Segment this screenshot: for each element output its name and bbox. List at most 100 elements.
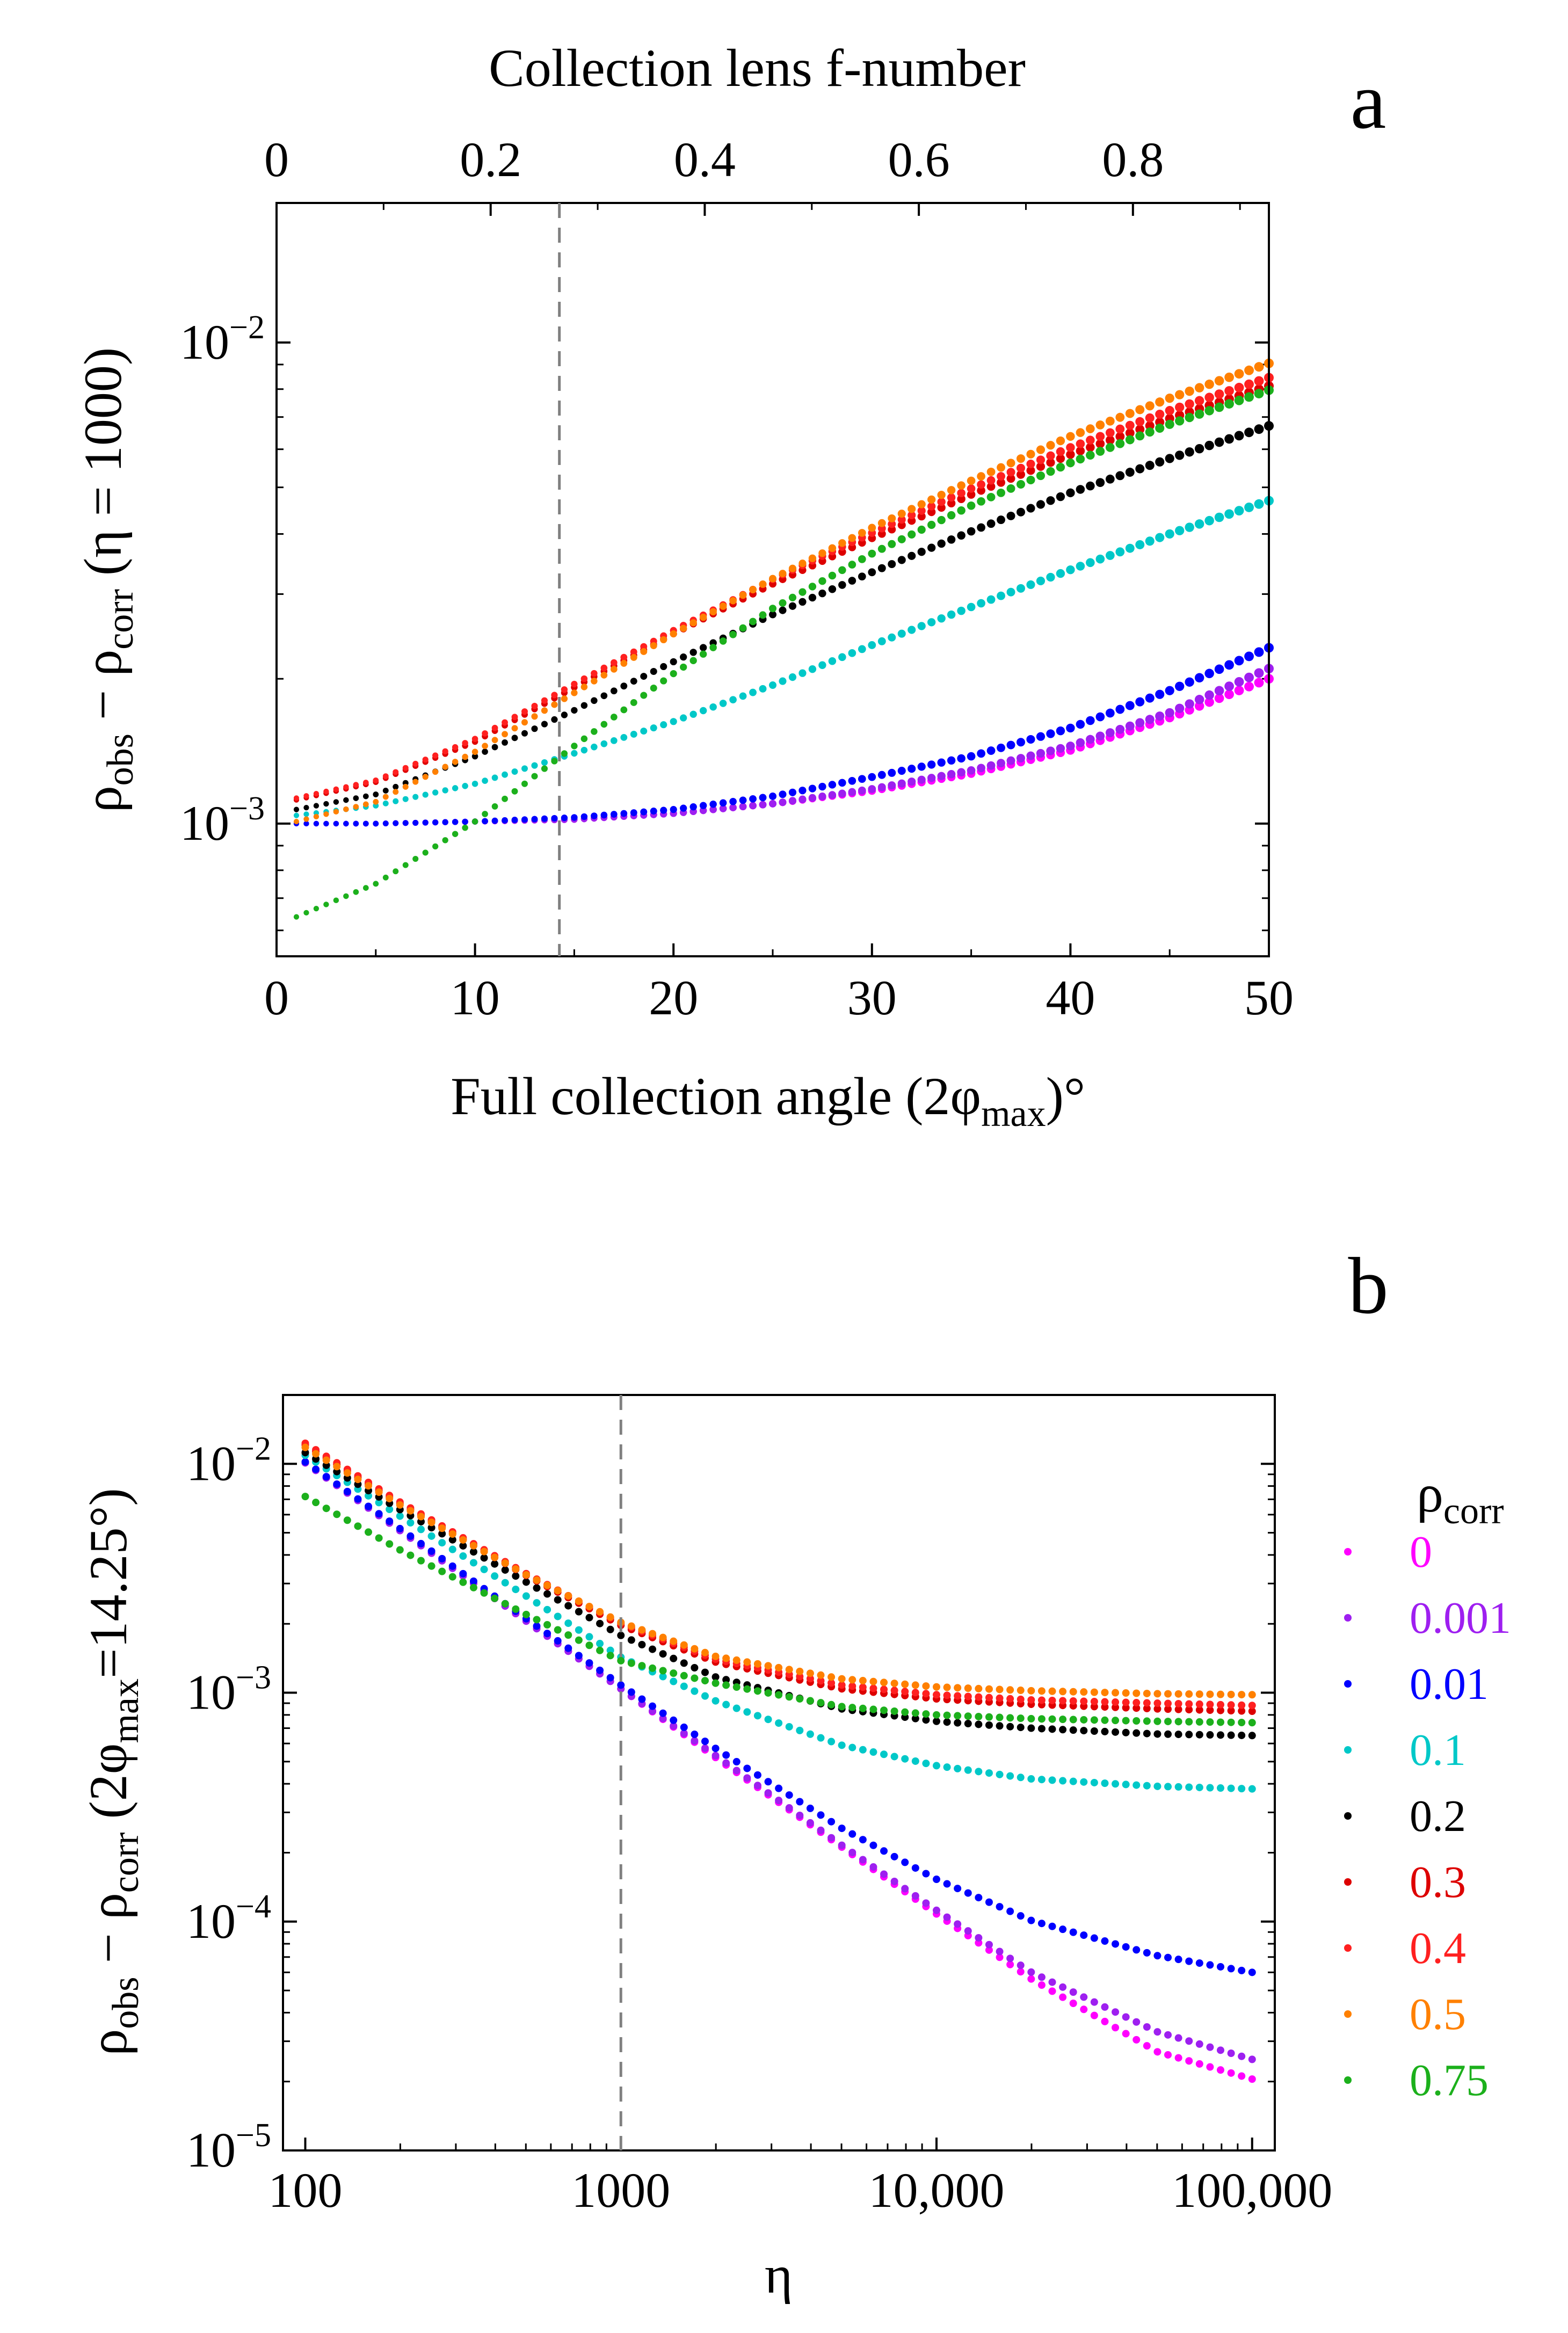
data-point <box>1006 756 1015 765</box>
data-point <box>796 1798 804 1806</box>
data-point <box>402 862 409 868</box>
data-point <box>1006 459 1015 468</box>
data-point <box>818 577 826 585</box>
data-point <box>858 645 866 653</box>
data-point <box>908 626 916 634</box>
data-point <box>1153 1705 1162 1713</box>
data-point <box>322 1473 330 1481</box>
data-point <box>591 728 598 735</box>
data-point <box>353 820 359 827</box>
data-point <box>480 1547 488 1556</box>
data-point <box>301 1443 309 1451</box>
data-point <box>452 819 459 825</box>
data-point <box>575 1626 583 1634</box>
data-point <box>585 1602 593 1610</box>
data-point <box>650 808 657 815</box>
data-point <box>1059 1777 1067 1785</box>
data-point <box>620 810 628 817</box>
data-point <box>1238 1966 1246 1974</box>
data-point <box>650 642 657 649</box>
data-point <box>1155 423 1165 433</box>
data-point <box>1135 718 1145 728</box>
data-point <box>511 788 518 795</box>
data-point <box>638 1662 646 1670</box>
data-point <box>937 515 946 525</box>
data-point <box>362 793 369 800</box>
data-point <box>1185 399 1194 409</box>
data-point <box>954 1920 962 1928</box>
data-point <box>1101 1716 1109 1724</box>
top-axis-ticks: 0 0.2 0.4 0.6 0.8 <box>264 132 1241 216</box>
data-point <box>1165 686 1174 695</box>
data-point <box>1153 1690 1162 1698</box>
data-point <box>343 1487 351 1495</box>
data-point <box>1155 397 1165 407</box>
data-point <box>620 653 628 661</box>
data-point <box>897 767 906 775</box>
data-point <box>719 805 727 812</box>
data-point <box>417 1539 425 1547</box>
data-point <box>1248 1702 1256 1710</box>
data-point <box>469 1583 477 1591</box>
data-point <box>917 525 926 534</box>
data-point <box>1080 1993 1088 2001</box>
data-point <box>1122 1780 1130 1789</box>
data-point <box>1175 416 1185 426</box>
data-point <box>512 1605 520 1613</box>
top-axis-title: Collection lens f-number <box>489 38 1026 98</box>
data-point <box>1227 2069 1235 2077</box>
data-point <box>1238 2072 1246 2080</box>
data-point <box>779 570 787 578</box>
data-point <box>1175 390 1185 399</box>
data-point <box>620 734 628 741</box>
data-point <box>897 779 906 788</box>
data-point <box>1006 740 1015 750</box>
data-point <box>1135 431 1145 441</box>
data-point <box>901 1688 909 1696</box>
data-point <box>859 1856 867 1864</box>
data-point <box>1101 1727 1109 1735</box>
data-point <box>1026 735 1035 744</box>
data-point <box>1086 481 1095 491</box>
data-point <box>1204 668 1214 679</box>
data-point <box>393 798 399 804</box>
data-point <box>1135 464 1145 474</box>
data-point <box>469 1548 477 1556</box>
data-point <box>1056 454 1065 463</box>
data-point <box>1194 444 1204 454</box>
data-point <box>469 1542 477 1550</box>
data-point <box>1059 1697 1067 1705</box>
data-point <box>897 510 906 518</box>
data-point <box>964 1766 972 1774</box>
data-point <box>1122 1943 1130 1951</box>
data-point <box>917 775 926 784</box>
data-point <box>798 795 807 803</box>
data-point <box>580 702 588 709</box>
data-point <box>848 534 856 542</box>
data-point <box>502 795 508 802</box>
data-point <box>543 1590 551 1598</box>
data-point <box>880 1870 888 1878</box>
data-point <box>293 812 300 818</box>
data-point <box>650 685 657 692</box>
data-point <box>1076 485 1085 494</box>
data-point <box>1216 1731 1224 1739</box>
series-0.01 <box>301 1458 1256 1976</box>
data-point <box>785 1804 793 1812</box>
data-point <box>1105 728 1115 737</box>
data-point <box>986 519 996 528</box>
data-point <box>1133 1699 1141 1707</box>
data-point <box>402 820 409 826</box>
data-point <box>996 1903 1004 1911</box>
data-point <box>354 1495 362 1503</box>
data-point <box>373 798 379 805</box>
data-point <box>1112 1703 1120 1711</box>
data-point <box>343 820 349 827</box>
data-point <box>1076 738 1085 747</box>
data-point <box>1027 1714 1035 1723</box>
data-point <box>1133 2036 1141 2044</box>
data-point <box>312 1499 320 1507</box>
y-axis-ticks: 10−5 10−4 10−3 10−2 <box>186 1394 1275 2177</box>
data-point <box>890 1877 898 1885</box>
data-point <box>353 889 359 895</box>
